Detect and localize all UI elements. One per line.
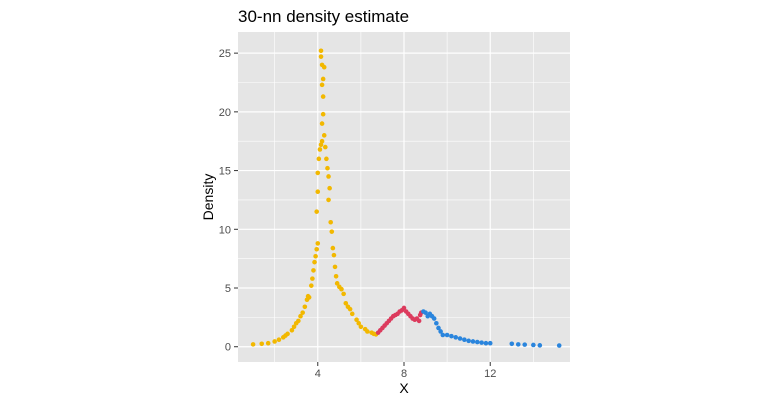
data-point — [401, 305, 407, 311]
x-axis-title: X — [399, 380, 409, 396]
data-point — [537, 343, 543, 348]
data-point — [318, 142, 324, 148]
data-point — [449, 333, 454, 339]
data-point — [326, 174, 331, 179]
data-point — [314, 209, 319, 214]
data-point — [326, 197, 331, 203]
data-point — [531, 342, 536, 348]
data-point — [250, 342, 256, 347]
data-point — [365, 329, 370, 334]
y-tick-label: 15 — [219, 166, 231, 178]
data-point — [265, 340, 271, 346]
data-point — [462, 337, 467, 342]
data-point — [343, 300, 349, 306]
data-point — [310, 276, 315, 281]
data-point — [318, 54, 324, 59]
data-point — [358, 324, 364, 330]
data-point — [416, 318, 422, 324]
data-point — [347, 306, 353, 312]
data-point — [444, 332, 450, 338]
data-point — [515, 342, 521, 347]
data-point — [312, 259, 317, 265]
data-point — [522, 342, 528, 347]
data-point — [276, 337, 282, 342]
data-point — [423, 310, 428, 315]
data-point — [311, 268, 316, 273]
data-point — [319, 82, 325, 88]
data-point — [440, 332, 446, 338]
data-point — [356, 320, 362, 326]
data-point — [320, 76, 326, 82]
data-point — [291, 324, 297, 330]
data-point — [323, 144, 328, 150]
x-tick-label: 8 — [401, 368, 407, 380]
data-point — [315, 241, 321, 246]
data-point — [333, 273, 339, 279]
y-tick-label: 20 — [219, 107, 231, 119]
data-point — [434, 320, 439, 326]
plot-panel — [238, 32, 570, 362]
data-point — [457, 336, 463, 341]
x-tick-label: 4 — [315, 368, 321, 380]
data-point — [320, 111, 326, 117]
data-point — [438, 329, 443, 334]
y-tick-label: 25 — [219, 48, 231, 60]
data-point — [300, 310, 305, 315]
data-point — [316, 156, 322, 162]
data-point — [329, 229, 335, 234]
data-point — [272, 339, 277, 344]
data-point — [325, 165, 330, 171]
data-point — [479, 340, 484, 345]
data-point — [321, 133, 327, 138]
data-point — [324, 156, 329, 162]
data-point — [474, 339, 480, 345]
data-point — [321, 64, 327, 70]
data-point — [285, 331, 290, 337]
chart-title: 30-nn density estimate — [238, 7, 409, 26]
data-point — [349, 311, 355, 317]
data-point — [306, 295, 312, 300]
data-point — [296, 318, 301, 324]
data-point — [341, 291, 346, 297]
data-point — [313, 254, 318, 259]
data-point — [330, 245, 336, 251]
data-point — [487, 340, 493, 346]
data-point — [332, 264, 338, 270]
y-tick-label: 0 — [225, 342, 231, 354]
data-point — [327, 185, 332, 191]
data-point — [320, 94, 326, 99]
data-point — [302, 304, 308, 310]
data-point — [331, 252, 337, 258]
data-point — [298, 313, 303, 319]
data-point — [339, 286, 344, 292]
axes: 4 8 12 0 5 10 15 20 25 — [219, 48, 497, 380]
data-point — [556, 343, 562, 348]
data-point — [334, 281, 340, 286]
data-point — [453, 335, 459, 340]
data-point — [319, 121, 325, 126]
data-point — [259, 341, 265, 347]
y-axis-title: Density — [200, 174, 216, 221]
data-point — [509, 341, 515, 347]
data-point — [289, 327, 295, 333]
data-point — [315, 189, 321, 195]
data-point — [308, 283, 314, 288]
y-tick-label: 5 — [225, 283, 231, 295]
x-tick-label: 12 — [484, 368, 496, 380]
y-tick-label: 10 — [219, 224, 231, 236]
data-point — [483, 340, 489, 346]
data-point — [318, 48, 324, 54]
data-point — [314, 246, 319, 252]
data-point — [436, 325, 441, 331]
data-point — [315, 170, 321, 176]
data-point — [317, 147, 323, 152]
data-point — [466, 338, 471, 344]
data-point — [328, 219, 334, 225]
data-point — [354, 317, 359, 323]
data-point — [470, 339, 476, 344]
data-point — [431, 316, 437, 321]
data-point — [319, 138, 325, 144]
data-points — [250, 48, 562, 348]
